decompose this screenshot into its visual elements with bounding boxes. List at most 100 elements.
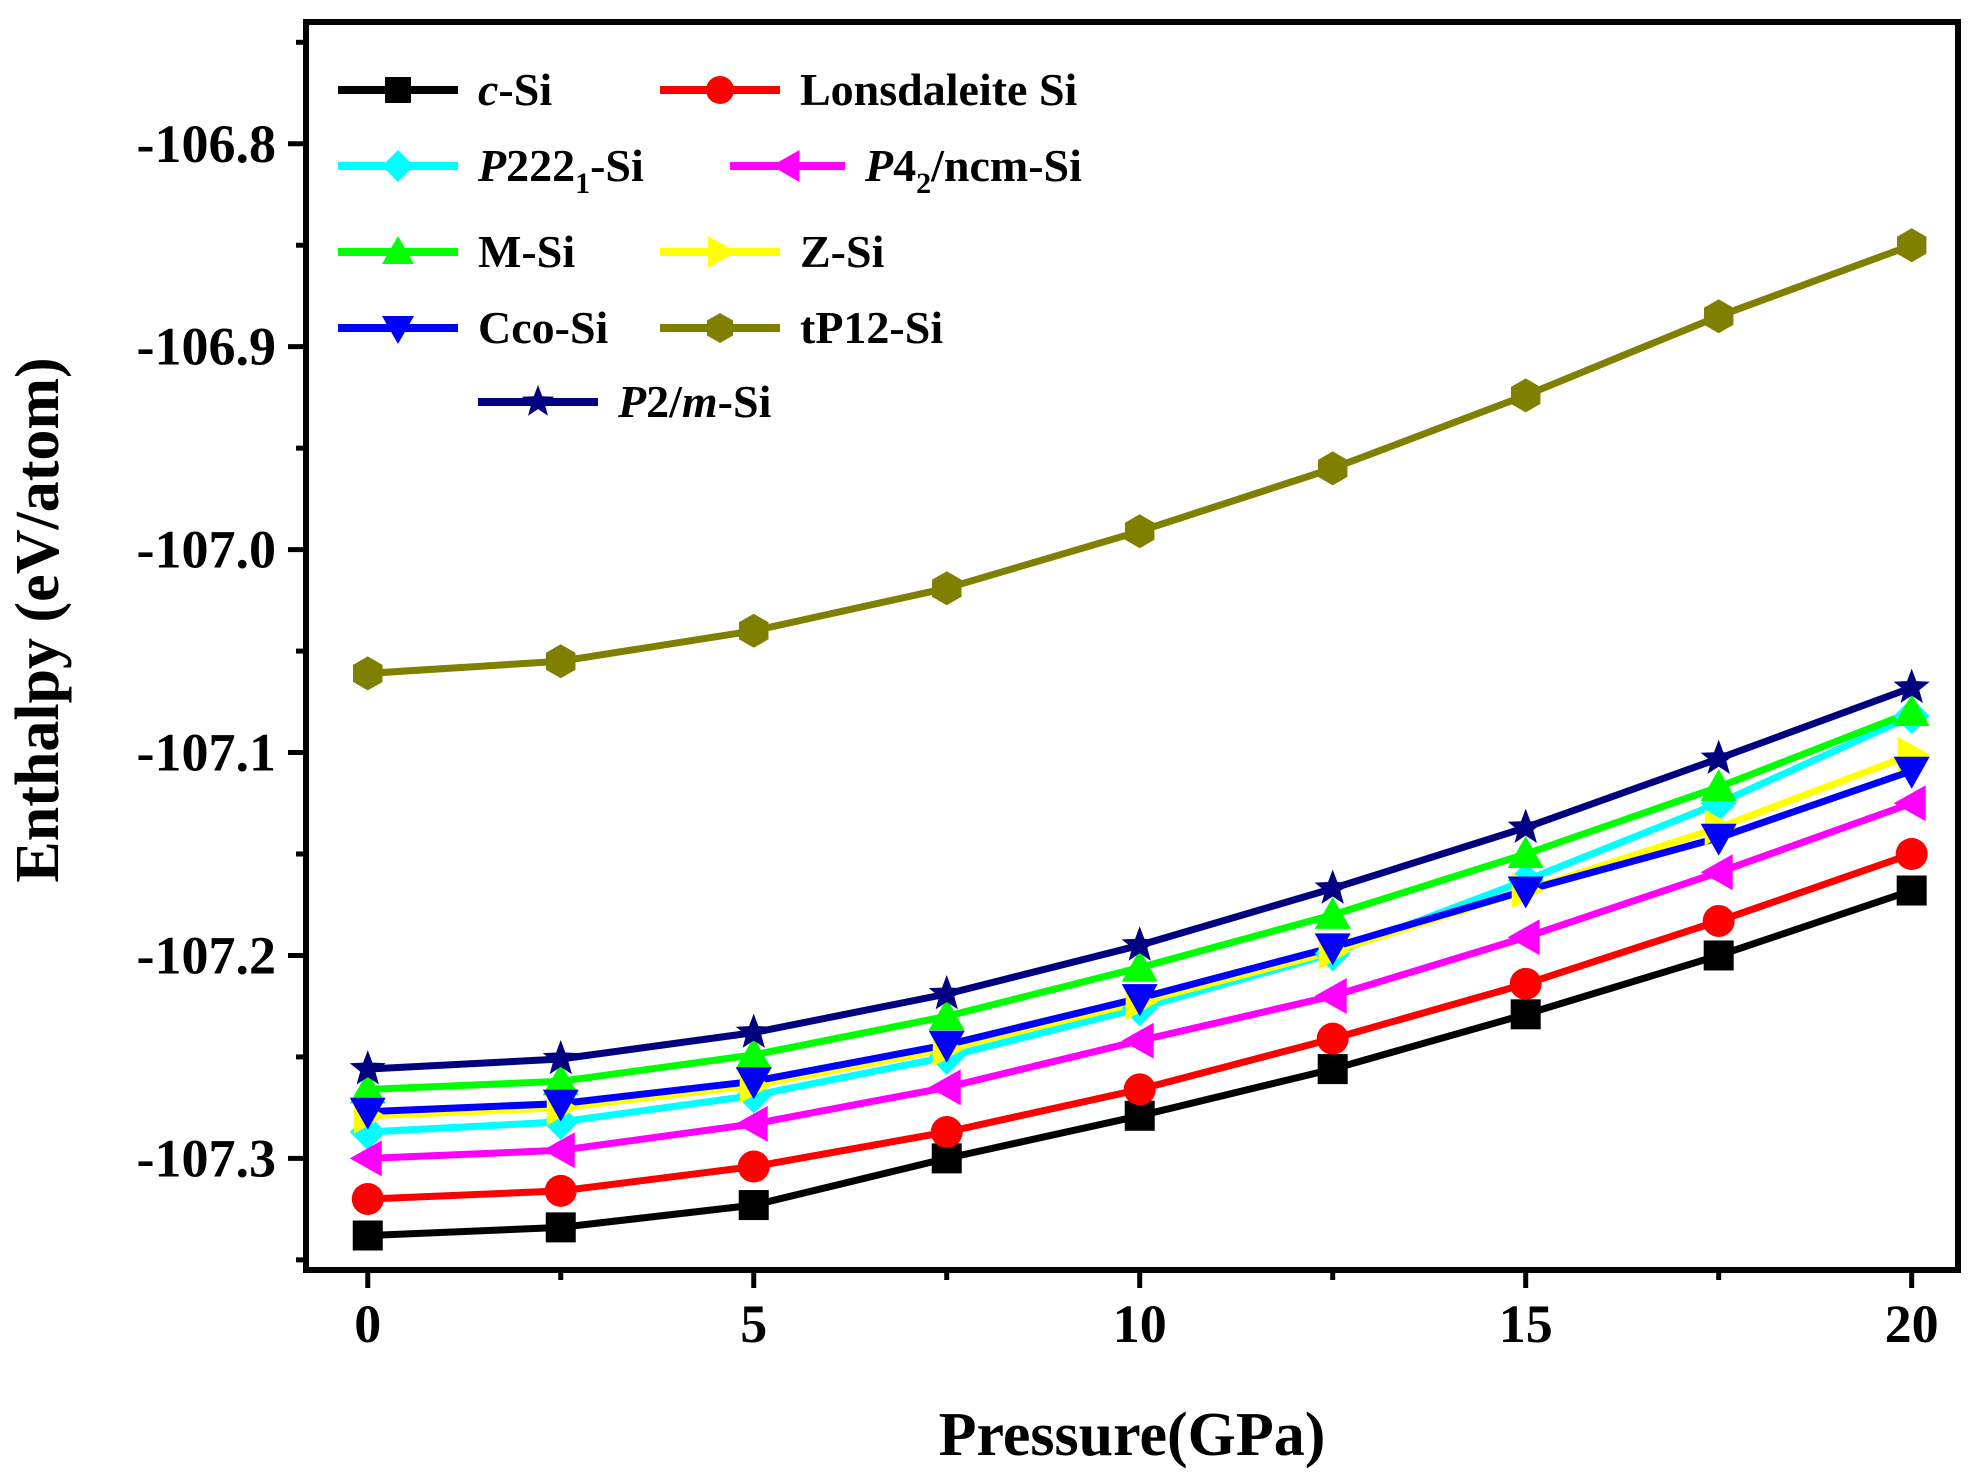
point-c-Si-3 xyxy=(931,1143,962,1174)
point-tP12-Si-0 xyxy=(353,656,383,691)
point-M-Si-4 xyxy=(1121,949,1158,982)
point-tP12-Si-5 xyxy=(1318,451,1348,486)
point-M-Si-2 xyxy=(735,1036,772,1069)
point-P2/m-Si-1 xyxy=(542,1040,579,1075)
legend-label: M-Si xyxy=(478,226,575,277)
legend-item-P42/ncm-Si: P42/ncm-Si xyxy=(730,140,1082,200)
legend-item-P2/m-Si: P2/m-Si xyxy=(478,376,772,427)
series-markers xyxy=(349,228,1930,1251)
legend-item-Lonsdaleite Si: Lonsdaleite Si xyxy=(660,64,1078,115)
x-tick-label-3: 15 xyxy=(1499,1294,1553,1354)
point-Lonsdaleite Si-1 xyxy=(544,1174,577,1207)
point-Cco-Si-1 xyxy=(542,1089,579,1122)
point-Lonsdaleite Si-6 xyxy=(1509,967,1542,1000)
x-tick-label-4: 20 xyxy=(1885,1294,1939,1354)
point-c-Si-0 xyxy=(352,1220,383,1251)
point-P2/m-Si-6 xyxy=(1507,808,1544,843)
point-Cco-Si-4 xyxy=(1121,984,1158,1017)
axis-ticks xyxy=(288,39,1915,1288)
point-P2/m-Si-2 xyxy=(735,1013,772,1048)
plot-frame xyxy=(303,19,1961,1273)
point-tP12-Si-4 xyxy=(1125,514,1155,549)
point-Cco-Si-0 xyxy=(349,1097,386,1130)
legend-label: P2221-Si xyxy=(477,140,644,200)
point-P2/m-Si-4 xyxy=(1121,926,1158,961)
point-P42/ncm-Si-1 xyxy=(542,1132,575,1169)
point-c-Si-5 xyxy=(1317,1054,1348,1085)
x-axis-title: Pressure(GPa) xyxy=(939,1401,1326,1469)
point-P42/ncm-Si-7 xyxy=(1700,854,1733,891)
point-Lonsdaleite Si-0 xyxy=(351,1182,384,1215)
point-tP12-Si-1 xyxy=(546,644,576,679)
legend-item-P2221-Si: P2221-Si xyxy=(338,140,644,200)
point-M-Si-0 xyxy=(349,1071,386,1104)
point-Lonsdaleite Si-2 xyxy=(737,1150,770,1183)
point-Cco-Si-2 xyxy=(735,1067,772,1100)
point-Cco-Si-5 xyxy=(1314,933,1351,966)
legend-label: Lonsdaleite Si xyxy=(800,64,1078,115)
legend-label: P42/ncm-Si xyxy=(864,140,1082,200)
legend: c-Si Lonsdaleite Si P2221-Si P42/ncm-Si M-Si… xyxy=(338,64,1082,427)
y-tick-label-3: -107.0 xyxy=(137,520,276,580)
point-M-Si-3 xyxy=(928,998,965,1031)
legend-marker xyxy=(706,76,734,104)
legend-label: P2/m-Si xyxy=(617,376,772,427)
point-Cco-Si-6 xyxy=(1507,876,1544,909)
x-tick-label-2: 10 xyxy=(1113,1294,1167,1354)
legend-label: Z-Si xyxy=(800,226,885,277)
point-P42/ncm-Si-3 xyxy=(928,1069,961,1106)
point-c-Si-2 xyxy=(738,1190,769,1221)
point-P42/ncm-Si-2 xyxy=(735,1105,768,1142)
point-M-Si-8 xyxy=(1893,693,1930,726)
point-tP12-Si-8 xyxy=(1897,228,1927,263)
legend-marker xyxy=(382,236,414,264)
point-P42/ncm-Si-6 xyxy=(1507,919,1540,956)
point-Cco-Si-8 xyxy=(1893,756,1930,789)
point-tP12-Si-7 xyxy=(1704,299,1734,334)
legend-item-tP12-Si: tP12-Si xyxy=(660,302,943,353)
legend-marker xyxy=(382,316,414,344)
point-M-Si-6 xyxy=(1507,836,1544,868)
legend-marker xyxy=(385,77,411,103)
legend-marker xyxy=(708,236,736,268)
x-tick-label-1: 5 xyxy=(740,1294,767,1354)
y-tick-label-2: -107.1 xyxy=(137,723,276,783)
y-axis-title: Enthalpy (eV/atom) xyxy=(4,357,72,882)
point-Lonsdaleite Si-8 xyxy=(1895,838,1928,870)
point-c-Si-1 xyxy=(545,1212,576,1243)
point-P42/ncm-Si-4 xyxy=(1121,1022,1154,1059)
legend-marker xyxy=(707,313,733,343)
legend-label: c-Si xyxy=(478,64,552,115)
point-P2/m-Si-8 xyxy=(1893,668,1930,703)
point-M-Si-7 xyxy=(1700,769,1737,802)
point-c-Si-8 xyxy=(1896,875,1927,906)
point-tP12-Si-2 xyxy=(739,613,769,648)
point-tP12-Si-3 xyxy=(932,571,962,606)
point-c-Si-4 xyxy=(1124,1100,1155,1131)
point-Lonsdaleite Si-7 xyxy=(1702,904,1735,937)
tick-labels: 0 5 10 15 20 -107.3 -107.2 -107.1 -107.0 -106.9 -1… xyxy=(137,114,1939,1354)
point-M-Si-5 xyxy=(1314,896,1351,929)
point-tP12-Si-6 xyxy=(1511,378,1541,413)
y-tick-label-0: -107.3 xyxy=(137,1128,276,1188)
y-tick-label-1: -107.2 xyxy=(137,925,276,985)
point-c-Si-7 xyxy=(1703,940,1734,971)
point-Lonsdaleite Si-3 xyxy=(930,1116,963,1149)
point-P2/m-Si-7 xyxy=(1700,739,1737,774)
point-P2/m-Si-3 xyxy=(928,975,965,1010)
y-tick-label-4: -106.9 xyxy=(137,317,276,377)
legend-marker xyxy=(382,150,414,182)
legend-marker xyxy=(521,385,555,416)
legend-label: tP12-Si xyxy=(800,302,943,353)
point-Cco-Si-3 xyxy=(928,1030,965,1063)
point-M-Si-1 xyxy=(542,1063,579,1096)
point-c-Si-6 xyxy=(1510,999,1541,1030)
legend-item-Cco-Si: Cco-Si xyxy=(338,302,609,353)
legend-item-c-Si: c-Si xyxy=(338,64,552,115)
legend-item-Z-Si: Z-Si xyxy=(660,226,885,277)
legend-item-M-Si: M-Si xyxy=(338,226,575,277)
point-P2/m-Si-0 xyxy=(349,1050,386,1085)
series-line-P2221-Si xyxy=(367,712,1914,1136)
point-Lonsdaleite Si-5 xyxy=(1316,1022,1349,1055)
